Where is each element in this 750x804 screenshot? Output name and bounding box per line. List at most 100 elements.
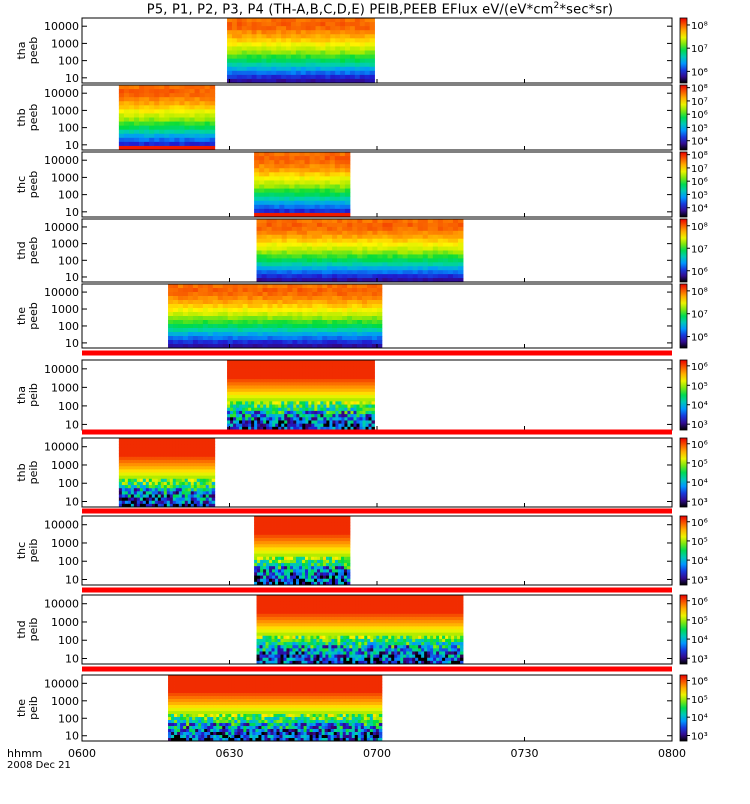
spectrogram-cell <box>277 251 282 255</box>
spectrogram-cell <box>252 75 257 79</box>
spectrogram-cell <box>276 46 281 50</box>
spectrogram-cell <box>125 438 128 442</box>
spectrogram-cell <box>307 340 312 344</box>
spectrogram-cell <box>260 560 263 564</box>
spectrogram-cell <box>287 385 290 389</box>
spectrogram-cell <box>330 22 335 26</box>
spectrogram-cell <box>159 105 164 109</box>
spectrogram-cell <box>248 288 253 292</box>
spectrogram-cell <box>365 26 370 30</box>
spectrogram-cell <box>257 385 260 389</box>
spectrogram-cell <box>290 522 293 526</box>
spectrogram-cell <box>188 454 191 458</box>
spectrogram-cell <box>290 379 293 383</box>
spectrogram-cell <box>308 417 311 421</box>
spectrogram-cell <box>337 336 342 340</box>
colorbar-tick-label: 10⁶ <box>691 440 708 451</box>
spectrogram-cell <box>370 51 375 55</box>
spectrogram-cell <box>190 85 195 89</box>
spectrogram-cell <box>188 300 193 304</box>
spectrogram-cell <box>203 482 206 486</box>
spectrogram-cell <box>131 498 134 502</box>
spectrogram-cell <box>347 316 352 320</box>
spectrogram-cell <box>143 485 146 489</box>
spectrogram-cell <box>337 254 342 258</box>
spectrogram-cell <box>173 308 178 312</box>
spectrogram-cell <box>315 152 320 156</box>
spectrogram-cell <box>287 274 292 278</box>
spectrogram-cell <box>367 304 372 308</box>
spectrogram-cell <box>278 424 281 428</box>
spectrogram-cell <box>448 223 453 227</box>
spectrogram-cell <box>198 304 203 308</box>
spectrogram-cell <box>342 239 347 243</box>
spectrogram-cell <box>176 466 179 470</box>
spectrogram-cell <box>329 411 332 415</box>
spectrogram-cell <box>369 392 372 396</box>
spectrogram-cell <box>293 557 296 561</box>
spectrogram-cell <box>338 411 341 415</box>
spectrogram-cell <box>320 366 323 370</box>
spectrogram-cell <box>269 180 274 184</box>
spectrogram-cell <box>281 363 284 367</box>
spectrogram-cell <box>198 336 203 340</box>
spectrogram-cell <box>365 42 370 46</box>
spectrogram-cell <box>203 288 208 292</box>
spectrogram-cell <box>239 417 242 421</box>
spectrogram-cell <box>362 235 367 239</box>
spectrogram-cell <box>182 438 185 442</box>
spectrogram-cell <box>140 447 143 451</box>
spectrogram-cell <box>188 340 193 344</box>
spectrogram-cell <box>154 109 159 113</box>
spectrogram-cell <box>257 247 262 251</box>
spectrogram-cell <box>326 376 329 380</box>
colorbar-tick-label: 10⁷ <box>691 244 708 255</box>
spectrogram-cell <box>161 447 164 451</box>
spectrogram-cell <box>185 482 188 486</box>
colorbar-tick-label: 10⁴ <box>691 204 708 215</box>
spectrogram-cell <box>185 441 188 445</box>
spectrogram-cell <box>191 488 194 492</box>
spectrogram-cell <box>332 332 337 336</box>
spectrogram-cell <box>398 223 403 227</box>
spectrogram-cell <box>353 382 356 386</box>
spectrogram-cell <box>237 67 242 71</box>
spectrogram-cell <box>266 363 269 367</box>
spectrogram-cell <box>230 363 233 367</box>
spectrogram-cell <box>282 296 287 300</box>
spectrogram-cell <box>260 579 263 583</box>
spectrogram-cell <box>294 205 299 209</box>
spectrogram-cell <box>290 385 293 389</box>
spectrogram-cell <box>350 398 353 402</box>
spectrogram-cell <box>287 332 292 336</box>
spectrogram-cell <box>299 392 302 396</box>
spectrogram-cell <box>210 93 215 97</box>
spectrogram-cell <box>233 382 236 386</box>
spectrogram-cell <box>292 274 297 278</box>
spectrogram-cell <box>347 262 352 266</box>
spectrogram-cell <box>320 59 325 63</box>
spectrogram-cell <box>275 563 278 567</box>
spectrogram-cell <box>206 473 209 477</box>
spectrogram-cell <box>314 535 317 539</box>
spectrogram-cell <box>312 231 317 235</box>
spectrogram-cell <box>125 469 128 473</box>
spectrogram-cell <box>302 316 307 320</box>
spectrogram-cell <box>312 308 317 312</box>
spectrogram-cell <box>287 363 290 367</box>
spectrogram-cell <box>312 254 317 258</box>
spectrogram-cell <box>302 420 305 424</box>
spectrogram-cell <box>173 296 178 300</box>
spectrogram-cell <box>168 336 173 340</box>
spectrogram-cell <box>372 247 377 251</box>
spectrogram-cell <box>277 284 282 288</box>
spectrogram-cell <box>332 258 337 262</box>
spectrogram-cell <box>174 113 179 117</box>
spectrogram-cell <box>275 551 278 555</box>
spectrogram-cell <box>438 270 443 274</box>
spectrogram-cell <box>350 63 355 67</box>
spectrogram-cell <box>164 134 169 138</box>
spectrogram-cell <box>296 560 299 564</box>
spectrogram-cell <box>146 473 149 477</box>
spectrogram-cell <box>355 38 360 42</box>
